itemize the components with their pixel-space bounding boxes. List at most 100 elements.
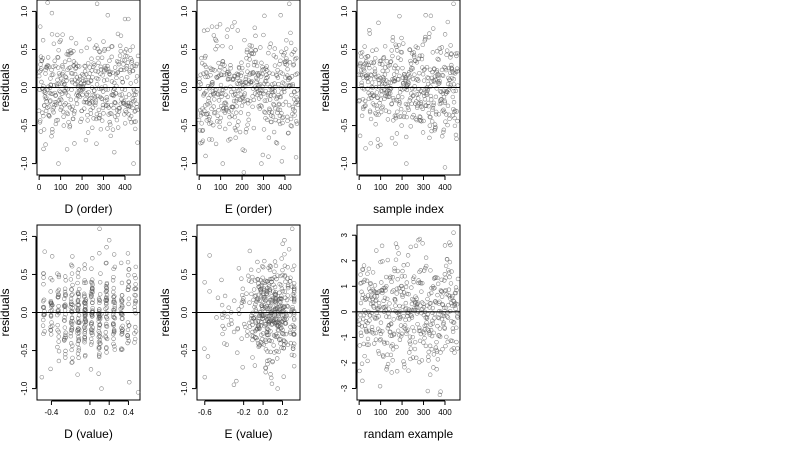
data-point xyxy=(82,280,87,286)
data-point xyxy=(265,74,270,80)
data-point xyxy=(92,93,97,98)
data-point xyxy=(289,92,294,98)
data-point xyxy=(55,328,60,333)
data-point xyxy=(220,43,225,49)
data-point xyxy=(288,30,293,36)
data-point xyxy=(413,339,418,345)
data-point xyxy=(83,327,88,332)
data-point xyxy=(358,312,363,318)
data-point xyxy=(40,56,46,61)
data-point xyxy=(231,98,237,104)
data-point xyxy=(390,342,395,347)
y-tick-label: 0.5 xyxy=(180,268,189,280)
data-point xyxy=(211,104,216,109)
data-point xyxy=(129,60,134,65)
data-point xyxy=(440,302,446,308)
data-point xyxy=(447,77,452,82)
data-point xyxy=(454,109,459,114)
data-point xyxy=(395,328,401,333)
data-point xyxy=(256,344,261,349)
x-tick-label: 400 xyxy=(438,183,452,192)
data-point xyxy=(293,155,299,160)
data-point xyxy=(394,291,399,296)
data-point xyxy=(112,300,118,306)
data-point xyxy=(111,266,116,272)
data-point xyxy=(445,314,450,319)
data-point xyxy=(295,71,300,76)
data-point xyxy=(249,279,254,284)
data-point xyxy=(119,293,125,298)
data-point xyxy=(104,95,109,100)
data-point xyxy=(381,55,387,60)
data-point xyxy=(278,94,283,100)
data-point xyxy=(77,76,82,82)
data-point xyxy=(68,331,74,336)
data-point xyxy=(232,114,237,120)
data-point xyxy=(422,327,428,332)
data-point xyxy=(429,347,434,352)
data-point xyxy=(198,72,203,77)
data-point xyxy=(69,107,75,112)
data-point xyxy=(41,275,46,280)
data-point xyxy=(280,102,286,107)
data-point xyxy=(442,326,447,331)
x-tick-label: 200 xyxy=(75,183,89,192)
data-point xyxy=(41,271,46,276)
data-point xyxy=(96,353,102,358)
data-point xyxy=(67,124,72,130)
data-point xyxy=(76,313,82,318)
data-point xyxy=(242,98,247,104)
data-point xyxy=(82,354,88,359)
data-point xyxy=(263,110,268,115)
data-point xyxy=(97,226,102,231)
data-point xyxy=(96,319,101,324)
data-point xyxy=(80,92,85,98)
data-point xyxy=(240,65,245,71)
data-point xyxy=(271,319,276,324)
data-point xyxy=(209,67,214,72)
data-point xyxy=(111,285,116,291)
data-point xyxy=(38,24,43,29)
data-point xyxy=(284,303,290,309)
data-point xyxy=(278,341,283,346)
data-point xyxy=(62,338,67,343)
y-axis-label: residuals xyxy=(318,63,332,111)
data-point xyxy=(197,86,203,91)
data-point xyxy=(390,358,395,363)
y-tick-label: 0.0 xyxy=(180,81,189,93)
data-point xyxy=(58,38,63,43)
data-point xyxy=(68,334,73,339)
data-point xyxy=(61,123,66,128)
data-point xyxy=(209,137,215,142)
y-axis: -1.0-0.50.00.51.0 xyxy=(20,5,37,170)
data-point xyxy=(125,333,130,338)
data-point xyxy=(247,300,252,305)
data-point xyxy=(389,289,395,294)
data-point xyxy=(213,47,218,52)
data-point xyxy=(452,302,457,307)
y-tick-label: 0.5 xyxy=(180,43,189,55)
data-point xyxy=(56,71,62,76)
y-tick-label: -1.0 xyxy=(340,156,349,170)
data-point xyxy=(131,92,136,98)
data-point xyxy=(248,71,253,76)
data-point xyxy=(267,319,272,324)
data-point xyxy=(438,334,443,339)
data-point xyxy=(48,98,53,103)
data-point xyxy=(221,105,226,111)
data-point xyxy=(220,315,225,320)
data-point xyxy=(202,374,207,380)
data-point xyxy=(362,44,367,49)
data-point xyxy=(127,48,133,53)
data-point xyxy=(111,332,116,337)
data-point xyxy=(106,105,111,110)
data-point xyxy=(401,263,406,268)
data-point xyxy=(83,137,89,143)
data-point xyxy=(48,76,53,81)
data-point xyxy=(104,305,109,310)
data-point xyxy=(241,170,247,175)
data-point xyxy=(421,78,427,83)
data-point xyxy=(449,51,454,56)
data-point xyxy=(245,97,250,103)
data-point xyxy=(133,119,138,124)
